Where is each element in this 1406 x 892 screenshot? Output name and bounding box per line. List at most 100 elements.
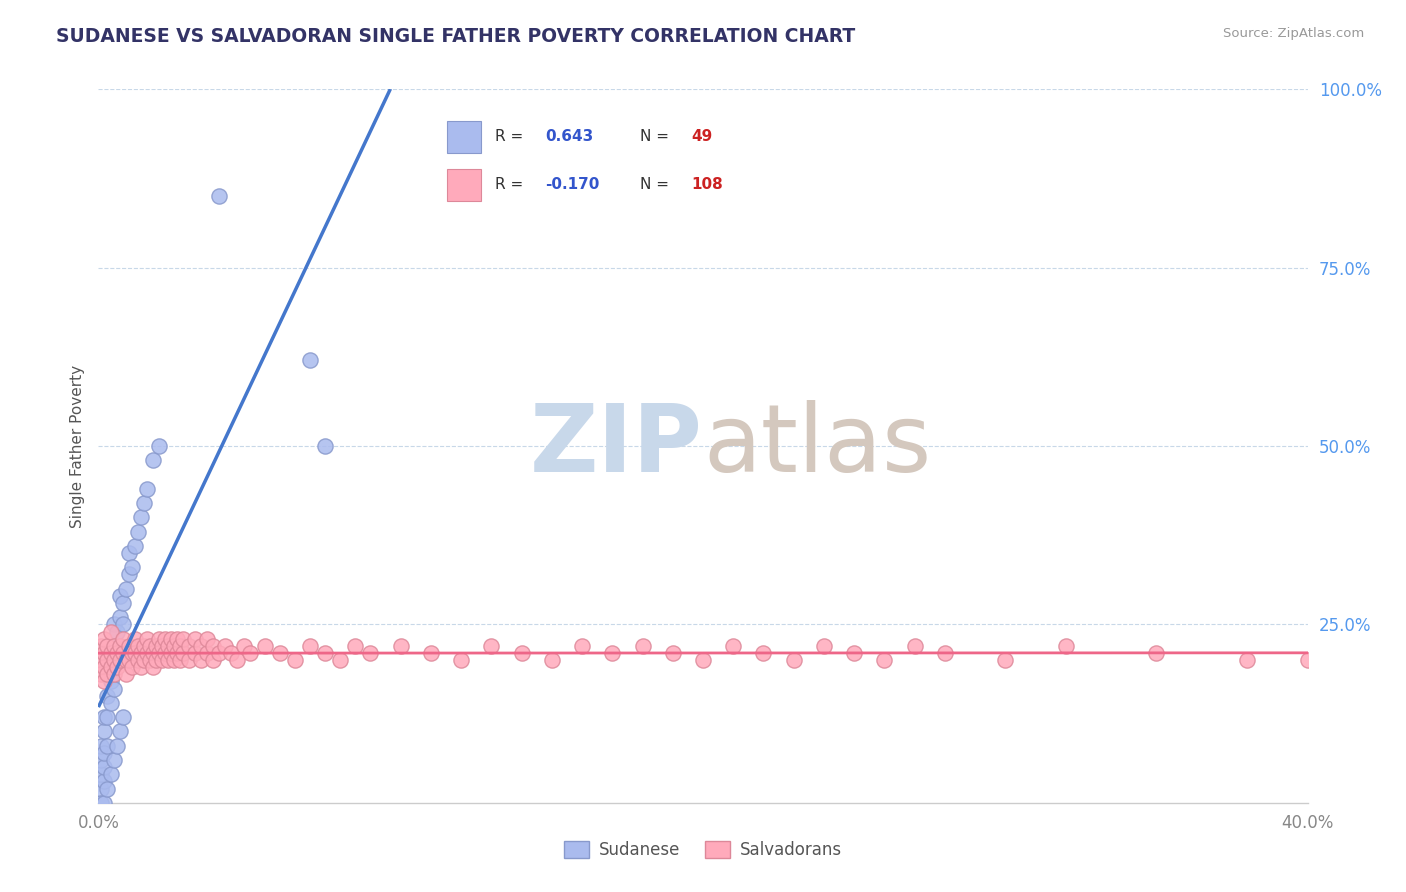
Point <box>118 567 141 582</box>
Point <box>93 774 115 789</box>
Point <box>153 632 176 646</box>
Point <box>723 639 745 653</box>
Point <box>132 639 155 653</box>
Point <box>114 653 136 667</box>
Point <box>132 496 155 510</box>
Point <box>111 596 134 610</box>
Point <box>105 660 128 674</box>
Point <box>1144 646 1167 660</box>
Point <box>111 632 134 646</box>
Point <box>103 681 125 696</box>
Point <box>118 653 141 667</box>
Point <box>118 639 141 653</box>
Point <box>226 653 249 667</box>
Point <box>103 617 125 632</box>
Legend: Sudanese, Salvadorans: Sudanese, Salvadorans <box>557 834 849 866</box>
Point <box>184 632 207 646</box>
Point <box>129 660 152 674</box>
Point <box>148 646 170 660</box>
Point <box>135 482 157 496</box>
Point <box>160 646 183 660</box>
Point <box>163 639 186 653</box>
Point <box>105 653 128 667</box>
Point <box>100 646 122 660</box>
Point <box>90 753 112 767</box>
Text: Source: ZipAtlas.com: Source: ZipAtlas.com <box>1223 27 1364 40</box>
Point <box>148 439 170 453</box>
Point <box>783 653 806 667</box>
Text: SUDANESE VS SALVADORAN SINGLE FATHER POVERTY CORRELATION CHART: SUDANESE VS SALVADORAN SINGLE FATHER POV… <box>56 27 855 45</box>
Point <box>153 646 176 660</box>
Point <box>314 646 336 660</box>
Point <box>299 353 322 368</box>
Point <box>169 639 191 653</box>
Point <box>93 746 115 760</box>
Point <box>208 189 231 203</box>
Point <box>93 710 115 724</box>
Point <box>103 639 125 653</box>
Point <box>90 767 112 781</box>
Point <box>156 639 179 653</box>
Point <box>93 660 115 674</box>
Point <box>156 653 179 667</box>
Point <box>299 639 322 653</box>
Point <box>142 660 165 674</box>
Point <box>124 539 146 553</box>
Point <box>127 524 149 539</box>
Point <box>108 639 131 653</box>
Point <box>239 646 262 660</box>
Point <box>142 646 165 660</box>
Point <box>179 653 201 667</box>
Point <box>184 646 207 660</box>
Point <box>994 653 1017 667</box>
Point <box>139 639 162 653</box>
Point <box>208 646 231 660</box>
Point <box>253 639 276 653</box>
Point <box>1054 639 1077 653</box>
Point <box>111 710 134 724</box>
Point <box>540 653 562 667</box>
Point <box>179 639 201 653</box>
Point <box>90 639 112 653</box>
Point <box>135 632 157 646</box>
Point <box>100 767 122 781</box>
Point <box>344 639 367 653</box>
Point <box>100 674 122 689</box>
Point <box>661 646 683 660</box>
Point <box>108 639 131 653</box>
Point <box>129 646 152 660</box>
Point <box>103 653 125 667</box>
Point <box>93 796 115 810</box>
Point <box>752 646 775 660</box>
Point <box>160 632 183 646</box>
Point <box>145 653 167 667</box>
Point <box>132 653 155 667</box>
Point <box>105 646 128 660</box>
Point <box>108 724 131 739</box>
Point <box>934 646 956 660</box>
Point <box>1296 653 1319 667</box>
Point <box>510 646 533 660</box>
Point <box>93 724 115 739</box>
Point <box>114 667 136 681</box>
Point <box>100 624 122 639</box>
Point <box>190 653 212 667</box>
Point <box>93 674 115 689</box>
Text: ZIP: ZIP <box>530 400 703 492</box>
Point <box>114 582 136 596</box>
Point <box>90 796 112 810</box>
Point <box>269 646 291 660</box>
Point <box>195 646 218 660</box>
Point <box>450 653 472 667</box>
Point <box>121 660 143 674</box>
Point <box>108 610 131 624</box>
Point <box>481 639 503 653</box>
Point <box>813 639 835 653</box>
Point <box>148 632 170 646</box>
Y-axis label: Single Father Poverty: Single Father Poverty <box>69 365 84 527</box>
Point <box>127 653 149 667</box>
Point <box>111 617 134 632</box>
Point <box>118 546 141 560</box>
Point <box>172 646 194 660</box>
Point <box>214 639 236 653</box>
